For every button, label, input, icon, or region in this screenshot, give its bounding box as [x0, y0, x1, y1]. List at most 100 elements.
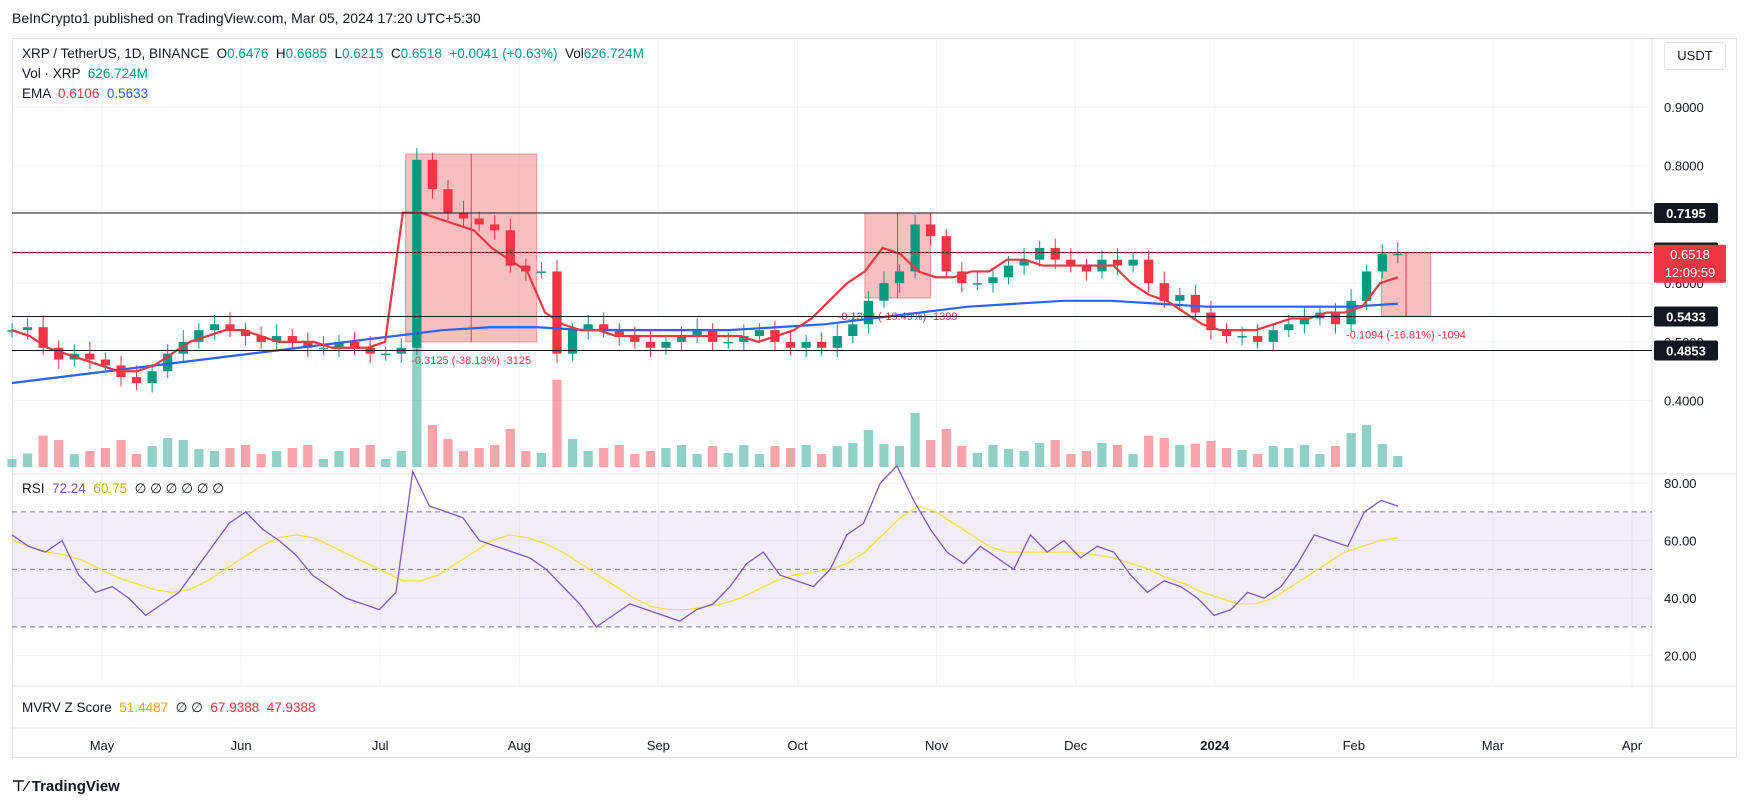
time-tick-label: Oct: [787, 738, 808, 753]
candle-body: [100, 359, 111, 366]
drawdown-label: -0.1094 (-16.81%) -1094: [1346, 329, 1466, 341]
tradingview-logo[interactable]: ⊤⁄ TradingView: [12, 777, 120, 795]
volume-bar: [38, 435, 48, 467]
tradingview-logo-icon: ⊤⁄: [12, 778, 32, 795]
level-label: 0.7195: [1666, 206, 1706, 221]
volume-bar: [599, 448, 609, 467]
high-value: 0.6685: [285, 46, 327, 61]
volume-bar: [349, 448, 360, 467]
symbol-name[interactable]: XRP / TetherUS, 1D, BINANCE: [22, 46, 210, 61]
candle-body: [972, 283, 983, 285]
volume-bar: [879, 444, 889, 467]
time-tick-label: Nov: [925, 738, 949, 753]
volume-bar: [630, 454, 640, 467]
candle-body: [443, 189, 453, 213]
candle-body: [817, 341, 827, 348]
volume-bar: [770, 446, 780, 467]
drawdown-boxes: -0.3125 (-38.13%) -3125-0.1399 (-19.49%)…: [405, 153, 1466, 367]
mvrv-value-3: 47.9388: [266, 700, 316, 715]
volume-bar: [163, 438, 173, 467]
volume-indicator-label[interactable]: Vol · XRP: [22, 66, 81, 81]
volume-bar: [754, 454, 765, 467]
candle-body: [240, 330, 251, 337]
volume-bar: [848, 443, 858, 467]
candle-body: [22, 327, 33, 331]
mvrv-label[interactable]: MVRV Z Score: [22, 700, 112, 715]
candle-body: [894, 271, 905, 284]
close-label: C: [390, 46, 401, 61]
time-tick-label: Mar: [1482, 738, 1505, 753]
volume-bar: [661, 448, 671, 467]
time-tick-label: Jul: [372, 738, 389, 753]
candle-body: [54, 347, 64, 360]
open-label: O: [216, 46, 228, 61]
candle-body: [863, 300, 874, 325]
ema-indicator-label[interactable]: EMA: [22, 86, 51, 101]
candle-body: [38, 327, 48, 348]
candle-body: [349, 341, 360, 348]
volume-bar: [256, 454, 266, 467]
rsi-line: [11, 464, 1399, 628]
rsi-band: [12, 511, 1652, 628]
candle-body: [334, 341, 344, 348]
candles: [7, 148, 1403, 393]
candle-body: [1190, 294, 1200, 313]
candle-body: [318, 347, 329, 350]
rsi-ma-value: 60.75: [93, 481, 128, 496]
currency-button[interactable]: USDT: [1664, 42, 1726, 70]
volume-bar: [1081, 451, 1092, 467]
volume-bar: [1330, 446, 1341, 467]
volume-bar: [552, 380, 562, 467]
volume-bar: [334, 451, 344, 467]
candle-body: [739, 336, 749, 342]
volume-bar: [287, 448, 297, 467]
candle-body: [536, 271, 547, 273]
volume-bar: [194, 449, 204, 467]
high-label: H: [275, 46, 286, 61]
chart-frame: [12, 38, 1737, 758]
candle-body: [1019, 259, 1029, 266]
candle-body: [163, 353, 173, 372]
candle-body: [926, 224, 936, 237]
volume-bar: [1253, 454, 1263, 467]
drawdown-label: -0.3125 (-38.13%) -3125: [411, 355, 531, 367]
volume-bar: [318, 459, 329, 467]
ema-slow-line: [11, 299, 1398, 385]
rsi-label[interactable]: RSI: [22, 481, 45, 496]
volume-bar: [1393, 456, 1403, 467]
volume-bar: [396, 451, 406, 467]
level-tag: [1654, 202, 1718, 223]
volume-bar: [69, 454, 79, 467]
volume-bar: [7, 459, 17, 467]
mvrv-placeholders: ∅ ∅: [175, 700, 203, 715]
volume-bar: [225, 448, 235, 467]
volume-bar: [817, 454, 827, 467]
candle-body: [583, 324, 593, 331]
volume-bar: [739, 445, 749, 467]
candle-body: [458, 212, 469, 219]
volume-bar: [1206, 441, 1216, 467]
candle-body: [832, 336, 842, 348]
volume-bar: [1003, 449, 1014, 467]
volume-bar: [1175, 445, 1185, 467]
level-tag: [1654, 306, 1718, 327]
candle-body: [645, 341, 656, 348]
candle-body: [676, 336, 687, 342]
time-tick-label: 2024: [1200, 738, 1230, 753]
price-tick-label: 0.9000: [1664, 100, 1704, 115]
symbol-legend: XRP / TetherUS, 1D, BINANCE O0.6476 H0.6…: [22, 44, 644, 104]
volume-bar: [474, 448, 484, 467]
candle-body: [1050, 247, 1060, 260]
countdown-label: 12:09:59: [1665, 265, 1716, 280]
volume-bar: [381, 459, 391, 467]
current-price-tag: [1654, 244, 1726, 283]
volume-bar: [178, 440, 188, 467]
price-tick-label: 0.4000: [1664, 394, 1704, 409]
rsi-tick-label: 80.00: [1664, 476, 1697, 491]
volume-bar: [941, 429, 951, 467]
mvrv-legend: MVRV Z Score 51.4487 ∅ ∅ 67.9388 47.9388: [22, 700, 316, 716]
candle-body: [1284, 324, 1294, 331]
rsi-tick-label: 60.00: [1664, 534, 1697, 549]
volume-bar: [988, 445, 998, 467]
